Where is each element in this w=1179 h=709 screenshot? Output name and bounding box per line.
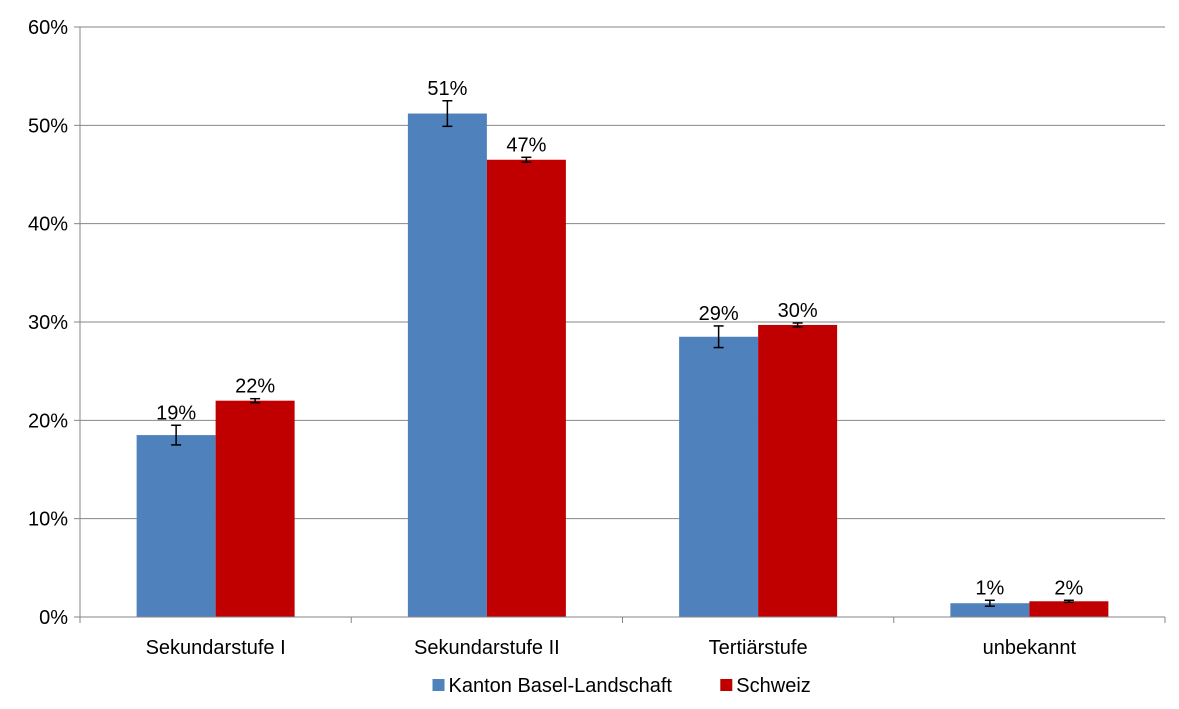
legend-item: Kanton Basel-Landschaft <box>432 675 673 697</box>
x-axis-tick-labels: Sekundarstufe I Sekundarstufe II Tertiärst… <box>146 637 1077 659</box>
bar <box>486 159 566 617</box>
bar <box>1029 601 1109 617</box>
bar <box>950 603 1030 617</box>
data-label: 1% <box>975 577 1004 599</box>
y-tick-label: 20% <box>28 410 68 432</box>
y-tick-label: 10% <box>28 509 68 531</box>
legend-item: Schweiz <box>720 675 811 697</box>
x-tick-label: Tertiärstufe <box>709 637 808 659</box>
data-label: 51% <box>427 78 467 100</box>
y-tick-label: 40% <box>28 214 68 236</box>
bar <box>407 113 487 618</box>
y-axis-tick-labels: 0% 10% 20% 30% 40% 50% 60% <box>28 17 80 629</box>
data-label: 19% <box>156 402 196 424</box>
error-bar <box>521 156 532 163</box>
legend-swatch <box>432 679 445 691</box>
legend-label: Schweiz <box>736 675 810 697</box>
data-label: 22% <box>235 376 275 398</box>
bar <box>758 324 838 617</box>
bar <box>215 400 295 617</box>
data-label: 47% <box>506 134 546 156</box>
error-bar <box>1063 599 1074 603</box>
error-bar <box>442 100 453 128</box>
y-tick-label: 0% <box>39 607 68 629</box>
error-bar <box>792 322 803 328</box>
bar <box>136 435 216 617</box>
y-tick-label: 50% <box>28 115 68 137</box>
legend-label: Kanton Basel-Landschaft <box>449 675 673 697</box>
error-bars <box>171 100 1074 607</box>
x-tick-label: unbekannt <box>983 637 1077 659</box>
data-label: 29% <box>699 303 739 325</box>
legend-swatch <box>720 679 733 691</box>
data-labels: 19% 22% 51% 47% 29% 30% 1% 2% <box>156 78 1083 600</box>
bars <box>136 113 1109 618</box>
error-bar <box>250 397 261 404</box>
bar <box>679 336 759 617</box>
legend: Kanton Basel-Landschaft Schweiz <box>432 675 811 697</box>
y-tick-label: 60% <box>28 17 68 39</box>
x-tick-label: Sekundarstufe II <box>414 637 560 659</box>
error-bar <box>171 424 182 446</box>
y-tick-label: 30% <box>28 312 68 334</box>
data-label: 2% <box>1054 577 1083 599</box>
x-tick-label: Sekundarstufe I <box>146 637 286 659</box>
error-bar <box>984 599 995 607</box>
error-bar <box>713 325 724 349</box>
data-label: 30% <box>778 300 818 322</box>
axes <box>79 27 1166 623</box>
